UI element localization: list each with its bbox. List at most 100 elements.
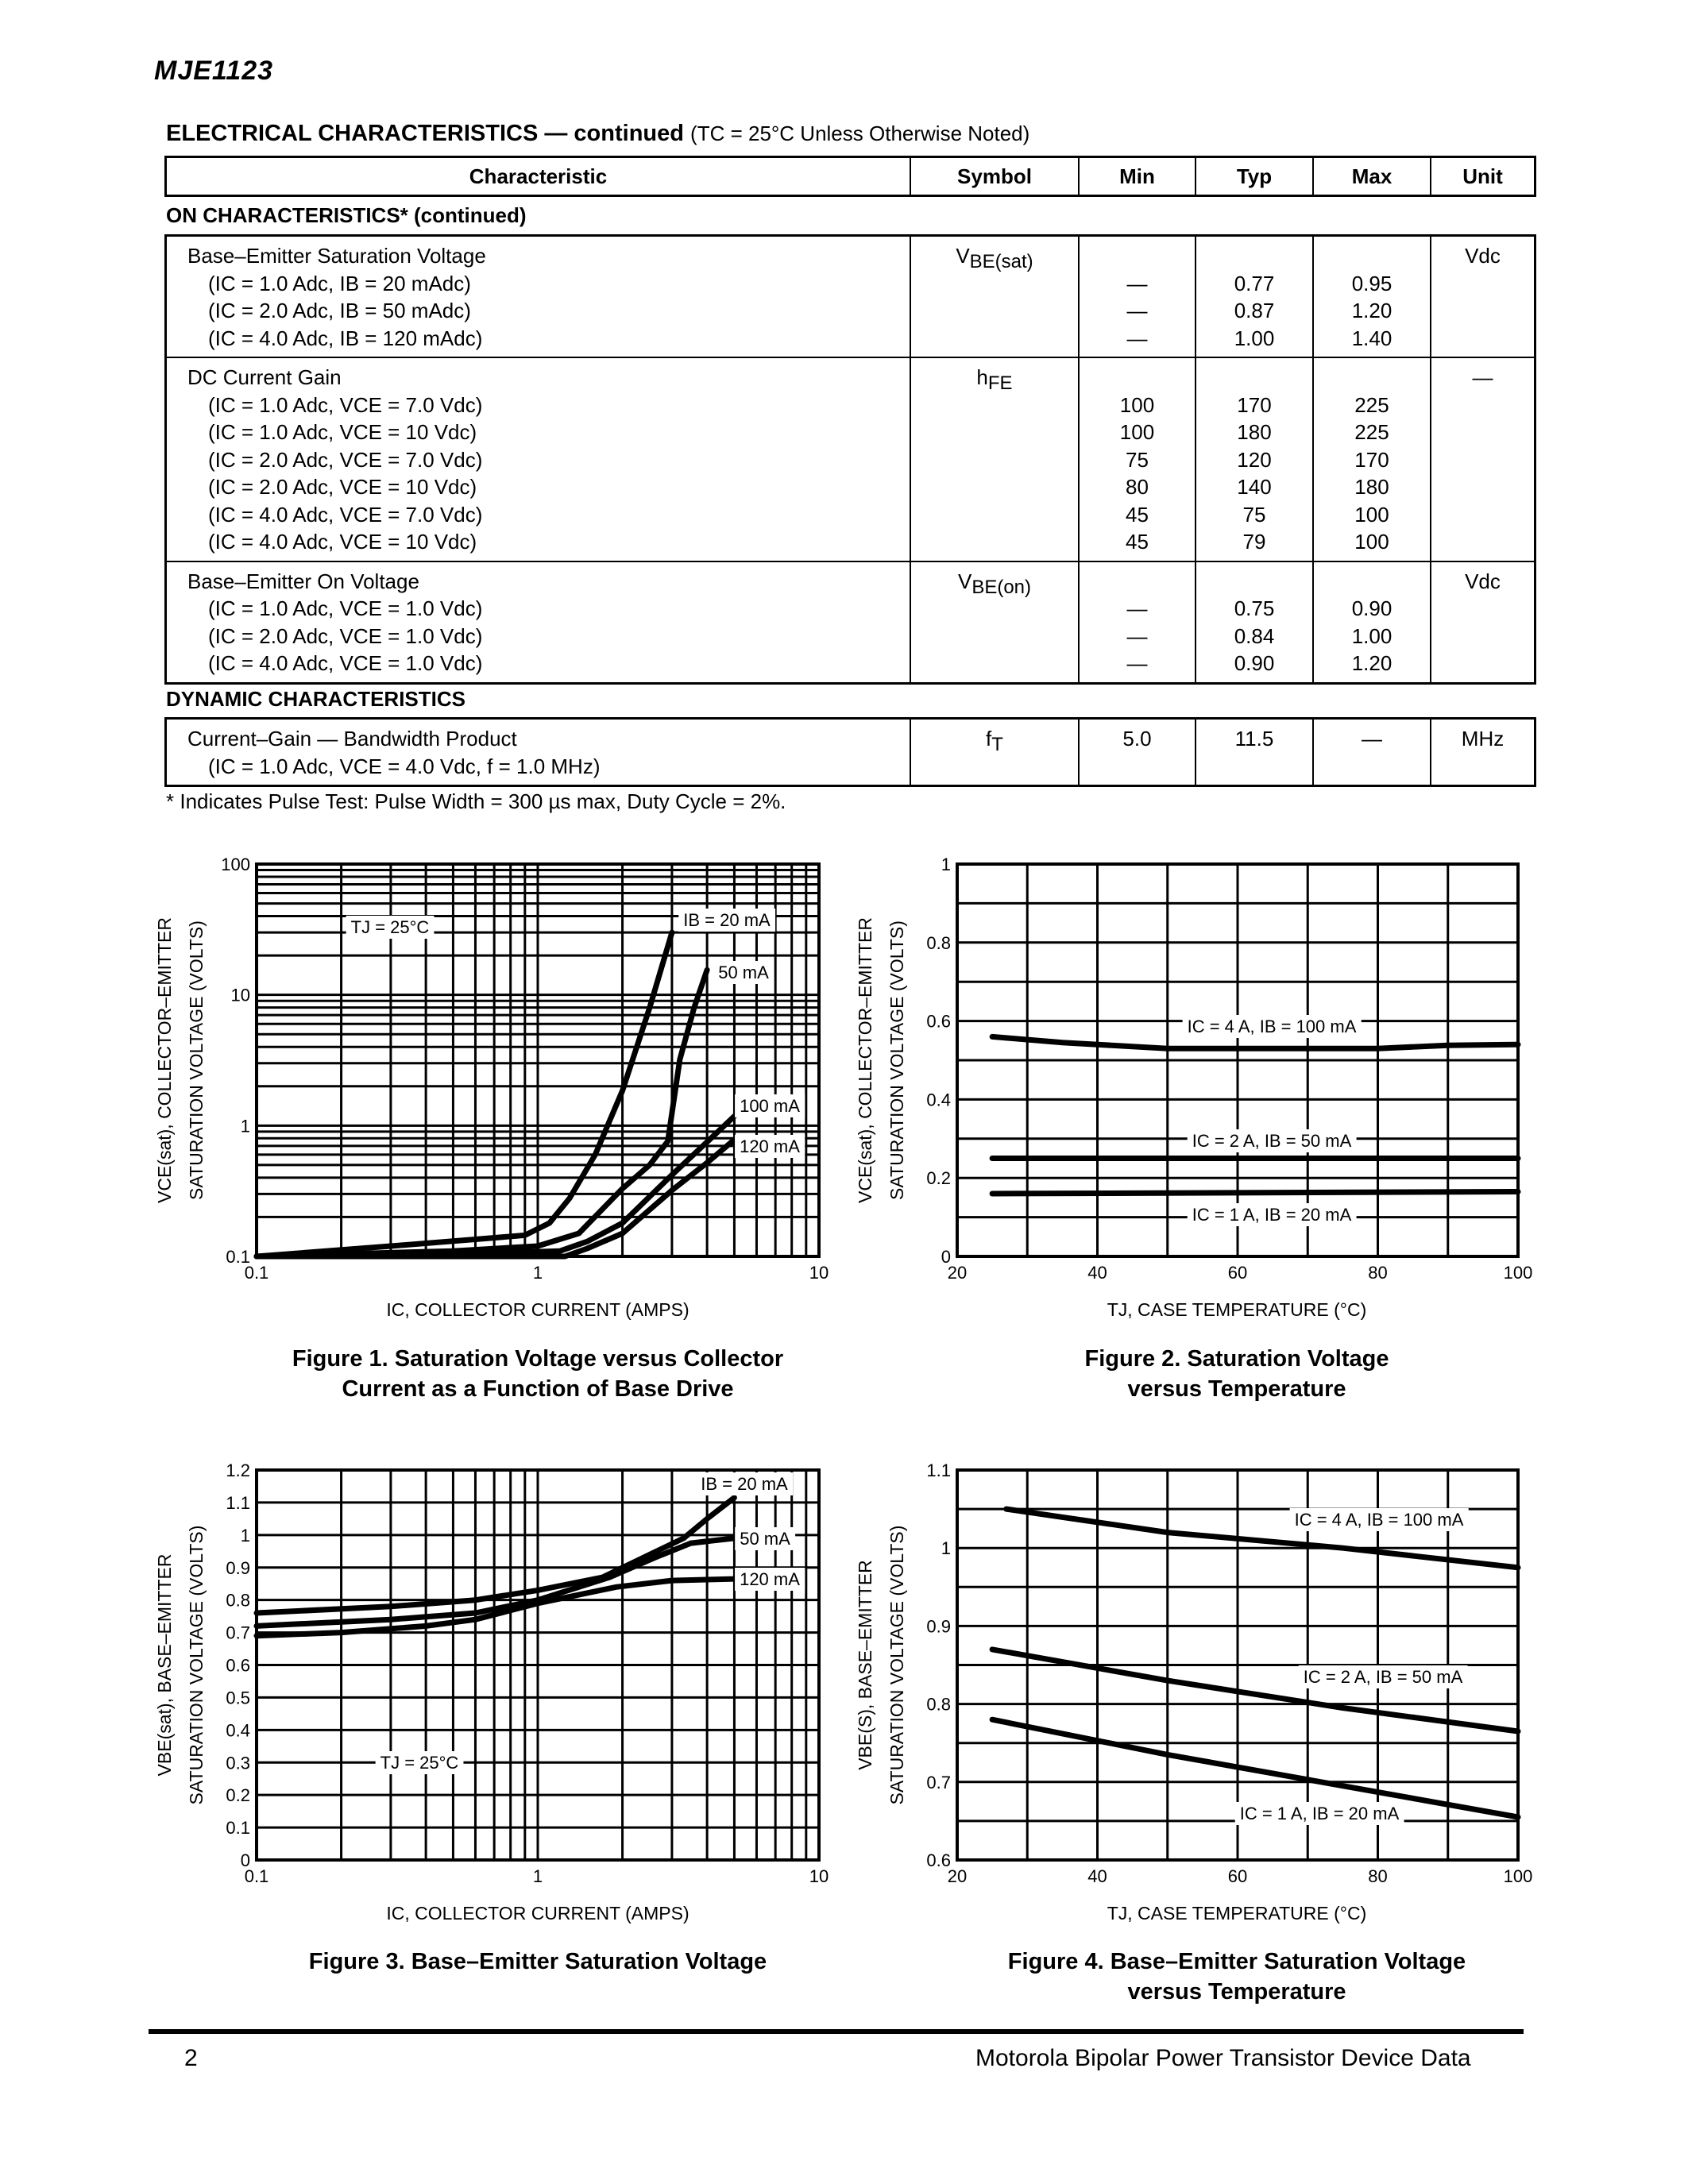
typ-value: 1.00 — [1234, 326, 1275, 350]
test-condition: (IC = 1.0 Adc, IB = 20 mAdc) — [208, 271, 471, 295]
y-axis-label: VBE(sat), BASE–EMITTER — [154, 1554, 175, 1777]
figure-caption: Figure 2. Saturation Voltage — [1085, 1346, 1389, 1372]
min-cell: — — — — [1080, 561, 1196, 682]
min-value: — — [1126, 271, 1148, 295]
x-tick-label: 10 — [809, 1866, 829, 1886]
min-value: — — [1126, 326, 1148, 350]
max-value: 0.90 — [1351, 596, 1393, 620]
annotation-background — [375, 1751, 464, 1774]
annotation-label: IC = 4 A, IB = 100 mA — [1295, 1510, 1464, 1530]
x-tick-label: 100 — [1504, 1866, 1533, 1886]
y-tick-label: 0.6 — [926, 1850, 951, 1870]
figure-caption: Figure 1. Saturation Voltage versus Coll… — [292, 1346, 783, 1372]
annotation-label: IC = 2 A, IB = 50 mA — [1304, 1667, 1463, 1687]
y-tick-label: 0.8 — [926, 1695, 951, 1715]
symbol-subscript: BE(on) — [971, 576, 1032, 598]
min-value: 5.0 — [1122, 727, 1152, 751]
x-axis-label: IC, COLLECTOR CURRENT (AMPS) — [386, 1299, 689, 1320]
min-value: — — [1126, 299, 1148, 322]
typ-value: 180 — [1237, 420, 1272, 444]
y-tick-label: 0.8 — [926, 933, 951, 953]
max-value: 100 — [1354, 530, 1389, 554]
test-condition: (IC = 2.0 Adc, IB = 50 mAdc) — [208, 299, 471, 322]
y-tick-label: 0.4 — [226, 1720, 250, 1740]
min-value: 45 — [1126, 530, 1149, 554]
x-axis-label: TJ, CASE TEMPERATURE (°C) — [1107, 1299, 1367, 1320]
header-max: Max — [1314, 158, 1431, 195]
annotation-background — [713, 961, 774, 984]
characteristic-cell: Base–Emitter On Voltage (IC = 1.0 Adc, VC… — [167, 561, 911, 682]
series-line — [253, 1535, 737, 1629]
y-axis-label: SATURATION VOLTAGE (VOLTS) — [886, 920, 907, 1200]
annotation-label: IB = 20 mA — [683, 910, 771, 930]
y-tick-label: 1 — [241, 1116, 250, 1136]
max-value: 0.95 — [1351, 271, 1393, 295]
footnote: * Indicates Pulse Test: Pulse Width = 30… — [166, 789, 786, 813]
symbol-main: V — [956, 244, 970, 268]
y-tick-label: 1.2 — [226, 1461, 250, 1480]
symbol-main: h — [976, 365, 988, 389]
x-tick-label: 1 — [533, 1866, 543, 1886]
max-value: 225 — [1354, 420, 1389, 444]
min-value: 45 — [1126, 502, 1149, 527]
x-tick-label: 60 — [1228, 1263, 1247, 1283]
annotation-background — [735, 1568, 805, 1591]
y-tick-label: 0.5 — [226, 1688, 250, 1707]
symbol-subscript: T — [991, 734, 1003, 755]
series-line — [1003, 1506, 1521, 1571]
typ-value: 0.75 — [1234, 596, 1275, 620]
symbol-cell: fT — [911, 720, 1080, 785]
typ-cell: 0.75 0.84 0.90 — [1196, 561, 1314, 682]
series-line — [989, 1189, 1521, 1197]
annotation-label: 50 mA — [718, 963, 769, 982]
annotation-background — [346, 916, 435, 939]
x-tick-label: 100 — [1504, 1263, 1533, 1283]
table-row: Current–Gain — Bandwidth Product (IC = 1.… — [167, 720, 1534, 785]
series-line — [253, 1136, 737, 1260]
table-header-row: Characteristic Symbol Min Typ Max Unit — [164, 156, 1536, 197]
y-tick-label: 0.3 — [226, 1753, 250, 1773]
x-tick-label: 40 — [1087, 1263, 1107, 1283]
characteristic-cell: Base–Emitter Saturation Voltage (IC = 1.0… — [167, 237, 911, 357]
symbol-main: f — [986, 727, 992, 751]
table-title: ELECTRICAL CHARACTERISTICS — continued (… — [166, 121, 1029, 147]
typ-value: 75 — [1242, 502, 1266, 527]
x-tick-label: 40 — [1087, 1866, 1107, 1886]
symbol-cell: VBE(sat) — [911, 237, 1080, 357]
test-condition: (IC = 4.0 Adc, IB = 120 mAdc) — [208, 326, 483, 350]
chart-figure-2: 20 40 60 80 100 0 0.2 0.4 0.6 0.8 1 IC = 4 A, IB = … — [855, 855, 1532, 1402]
annotation-background — [1234, 1802, 1404, 1825]
symbol-main: V — [957, 569, 972, 593]
typ-value: 79 — [1242, 530, 1266, 554]
max-value: 1.20 — [1351, 651, 1393, 675]
header-symbol: Symbol — [911, 158, 1080, 195]
characteristic-name: Base–Emitter On Voltage — [187, 569, 419, 593]
page-number: 2 — [184, 2045, 198, 2071]
max-value: 170 — [1354, 447, 1389, 472]
section-title: ON CHARACTERISTICS* (continued) — [166, 203, 527, 227]
annotation-background — [735, 1094, 805, 1117]
typ-cell: 11.5 — [1196, 720, 1314, 785]
max-value: 1.20 — [1351, 299, 1393, 322]
unit-cell: — — [1472, 365, 1493, 389]
symbol-subscript: FE — [987, 372, 1013, 394]
y-tick-label: 0.6 — [926, 1012, 951, 1032]
symbol-cell: hFE — [911, 358, 1080, 561]
annotation-background — [735, 1135, 805, 1158]
header-characteristic: Characteristic — [167, 158, 911, 195]
annotation-label: IC = 1 A, IB = 20 mA — [1192, 1205, 1352, 1225]
annotation-background — [678, 909, 776, 932]
annotation-label: 50 mA — [740, 1529, 790, 1549]
y-axis-label: SATURATION VOLTAGE (VOLTS) — [186, 920, 207, 1200]
symbol-subscript: BE(sat) — [969, 251, 1033, 272]
plot-frame — [255, 1468, 821, 1862]
max-value: 100 — [1354, 502, 1389, 527]
figure-caption: Figure 3. Base–Emitter Saturation Voltag… — [309, 1949, 767, 1974]
plot-frame — [956, 1468, 1520, 1862]
y-axis-label: SATURATION VOLTAGE (VOLTS) — [186, 1526, 207, 1805]
y-tick-label: 0.1 — [226, 1818, 250, 1838]
test-condition: (IC = 2.0 Adc, VCE = 7.0 Vdc) — [208, 447, 483, 472]
y-tick-label: 0.8 — [226, 1591, 250, 1611]
header-min: Min — [1080, 158, 1196, 195]
